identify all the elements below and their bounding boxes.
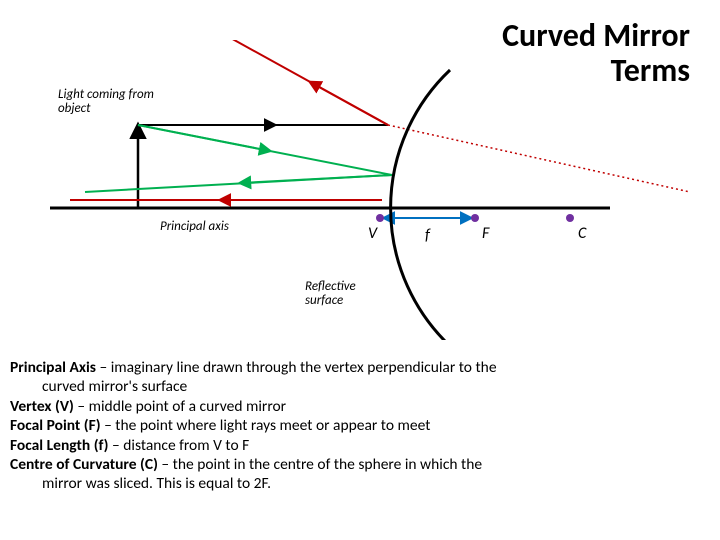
definition-text: – middle point of a curved mirror [74,397,286,416]
definition-text: – the point in the centre of the sphere … [158,455,482,474]
mirror-diagram: Light coming from object Principal axis … [50,40,690,340]
reflective-label-1: Reflective [305,279,356,294]
definition-line: Vertex (V) – middle point of a curved mi… [10,397,710,416]
ray1-virtual-ext [388,125,690,192]
center-dot [566,214,574,222]
definitions-block: Principal Axis – imaginary line drawn th… [10,358,710,494]
mirror-arc [391,70,450,340]
definition-line: Focal Length (f) – distance from V to F [10,436,710,455]
definition-term: Vertex (V) [10,397,74,416]
focal-dot [471,214,479,222]
definition-line: Centre of Curvature (C) – the point in t… [10,455,710,474]
definition-line: Principal Axis – imaginary line drawn th… [10,358,710,377]
f-label: f [425,226,431,245]
ray1-reflected [180,40,388,125]
vertex-label: V [368,224,378,243]
definition-text: – distance from V to F [109,436,250,455]
definition-line: Focal Point (F) – the point where light … [10,416,710,435]
center-label: C [578,224,587,243]
reflective-label-2: surface [305,293,343,308]
definition-term: Centre of Curvature (C) [10,455,158,474]
ray2-incident-arrow [138,125,270,151]
ray1-reflected-arrow [310,82,388,125]
definition-text: – imaginary line drawn through the verte… [96,358,497,377]
principal-axis-label: Principal axis [160,219,229,234]
definition-continuation: curved mirror's surface [10,377,710,396]
definition-continuation: mirror was sliced. This is equal to 2F. [10,474,710,493]
vertex-dot [376,214,384,222]
definition-term: Focal Length (f) [10,436,109,455]
focal-label: F [482,224,490,243]
ray2-reflected-arrow [240,175,392,183]
definition-text: – the point where light rays meet or app… [101,416,431,435]
definition-term: Focal Point (F) [10,416,101,435]
light-label-1: Light coming from [58,87,154,102]
light-label-2: object [58,101,91,116]
definition-term: Principal Axis [10,358,96,377]
